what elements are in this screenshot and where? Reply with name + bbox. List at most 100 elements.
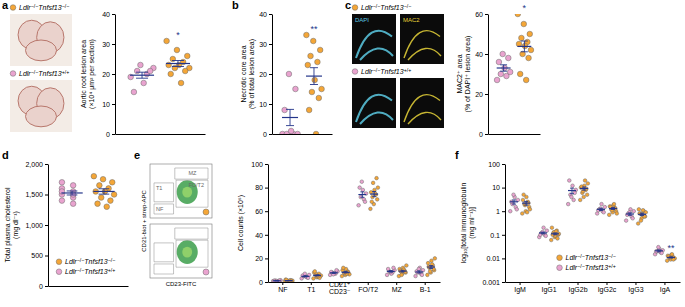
tick-label: IgA [660,286,671,294]
significance: * [176,30,180,40]
error-bar [389,271,393,273]
data-point [555,229,559,233]
error-bar [611,208,615,210]
y-tick: 0.1 [490,232,505,239]
image-label: Ldlr−/−Tnfsf13+/+ [19,69,69,78]
data-point [305,62,311,68]
legend-marker [557,265,563,271]
x-tick: IgG1 [541,282,556,294]
data-point [168,71,174,77]
data-point [319,86,325,92]
data-point [164,38,170,44]
mean-line [539,232,547,233]
data-point [363,200,367,204]
tick-label: 10 [102,101,110,108]
text-line: (mg ml⁻¹)] [468,207,476,239]
data-point [528,47,534,53]
tick-mark [485,14,488,15]
data-point [525,210,529,214]
tick-mark [265,282,268,283]
text-part: Tnfsf13 [38,70,61,77]
data-point [184,53,190,59]
mean-line [597,209,605,210]
data-point [340,274,344,278]
tick-label: IgG2b [568,286,587,294]
image-label: Ldlr−/−Tnfsf13−/− [19,3,69,12]
micrograph [400,14,444,64]
text-part: Tnfsf13 [380,68,403,75]
text-part: Tnfsf13 [84,258,107,265]
flow-population [182,187,192,198]
tick-label: CD21⁺CD23⁻ [329,281,351,295]
data-point [316,95,322,101]
data-point [104,204,110,210]
data-point [542,226,546,230]
y-tick: 10 [492,184,505,191]
tick-mark [112,74,115,75]
tick-mark [502,282,505,283]
y-tick: 30 [102,41,115,48]
stain [356,95,393,124]
data-point [567,179,571,183]
data-point [508,209,512,213]
data-point [375,198,379,202]
data-point [522,193,526,197]
text-line: Aortic root lesion area [80,40,87,108]
data-point [639,219,643,223]
tick-mark [45,195,48,196]
data-point [134,68,140,74]
x-tick: MZ [392,282,403,293]
tick-label: 0 [479,131,483,138]
y-tick: 500 [31,252,48,259]
data-point [517,71,523,77]
text-part: −/− [31,69,39,75]
significance: ** [310,24,318,34]
data-point [59,180,65,186]
y-tick: 40 [102,11,115,18]
panel-letter: d [2,149,9,161]
flow-y-title: CD21-biot + strep-APC [141,190,147,252]
data-point [282,107,288,113]
mean-line [399,271,407,272]
tick-label: 100 [488,161,500,168]
error-bar [360,192,364,197]
group-marker [203,269,209,275]
text-part: −/− [577,253,585,259]
y-axis-title: log₁₀[total immunoglobulin(mg ml⁻¹)] [460,183,476,264]
y-tick: 0 [263,131,272,138]
data-point [293,86,299,92]
data-point [357,204,361,208]
tick-mark [282,282,283,285]
data-point [131,89,137,95]
data-point [108,198,114,204]
y-tick: 10 [102,101,115,108]
text-part: Ldlr [566,254,578,261]
data-point [550,226,554,230]
flow-population [182,247,192,258]
data-point [100,176,106,182]
error-bar [524,201,528,205]
tick-mark [502,235,505,236]
data-point [496,59,502,65]
data-point [602,210,606,214]
legend-label: Ldlr−/−Tnfsf13+/+ [65,267,115,276]
tick-label: MZ [392,286,403,293]
figure-svg: a010203040Aortic root lesion area(×10⁴ μ… [0,0,685,307]
data-point [433,257,437,261]
mean-line [667,257,675,258]
text-part: −/− [77,257,85,263]
panel: f0.0010.010.1110100IgMIgG1IgG2bIgG2cIgG3… [455,149,681,294]
legend-label: Ldlr−/−Tnfsf13+/+ [566,263,616,272]
error-bar [372,191,376,196]
stain [404,31,441,60]
tick-mark [45,286,48,287]
data-point [657,245,661,249]
panel-letter: b [232,0,239,11]
text-part: +/+ [108,267,116,273]
data-point [428,270,432,274]
panel-letter: e [134,149,140,161]
y-tick: 100 [251,161,268,168]
data-point [585,193,589,197]
plot-area [59,173,117,209]
text-part: +/+ [62,69,70,75]
